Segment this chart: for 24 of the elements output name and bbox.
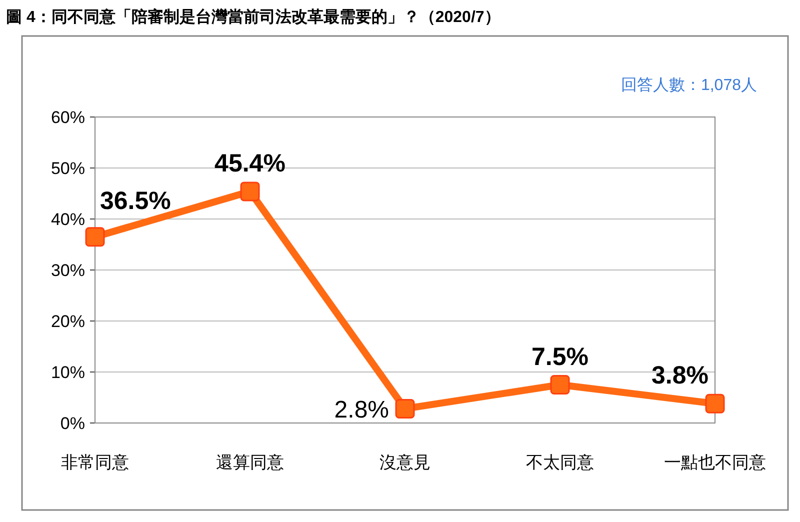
data-label: 45.4% — [214, 149, 286, 178]
y-tick-label: 10% — [50, 363, 85, 382]
y-tick-label: 20% — [50, 312, 85, 331]
point — [395, 398, 415, 418]
x-tick-label: 一點也不同意 — [664, 453, 766, 472]
x-tick-label: 沒意見 — [380, 453, 430, 472]
point — [550, 375, 570, 394]
y-tick-label: 0% — [60, 414, 85, 433]
text: 回答人數：1,078人 — [620, 77, 757, 94]
x-tick-label: 還算同意 — [216, 453, 284, 472]
y-tick-label: 40% — [50, 210, 85, 229]
chart-title: 圖 4：同不同意「陪審制是台灣當前司法改革最需要的」？（2020/7） — [6, 7, 500, 26]
data-label: 3.8% — [652, 362, 708, 390]
y-tick-label: 30% — [50, 261, 85, 280]
x-tick-label: 非常同意 — [61, 453, 129, 472]
data-label: 2.8% — [334, 396, 389, 424]
point — [705, 394, 725, 414]
point — [85, 227, 105, 247]
y-tick-label: 60% — [50, 108, 85, 127]
point — [240, 182, 260, 202]
y-tick-label: 50% — [50, 159, 85, 178]
x-tick-label: 不太同意 — [526, 453, 594, 472]
data-label: 36.5% — [100, 186, 171, 215]
data-label: 7.5% — [532, 342, 588, 371]
